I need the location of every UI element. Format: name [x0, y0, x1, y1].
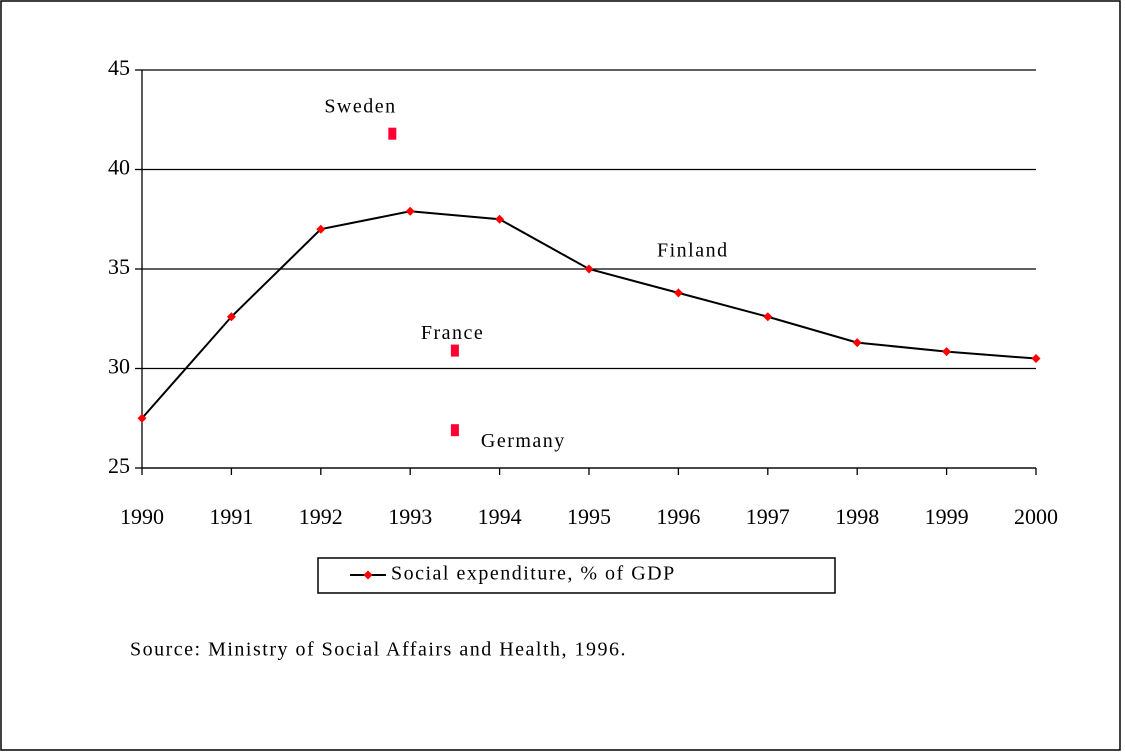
x-tick-label: 1992	[299, 504, 343, 529]
x-tick-label: 1995	[567, 504, 611, 529]
annotation: Finland	[657, 240, 729, 262]
x-tick-label: 1991	[209, 504, 253, 529]
x-tick-label: 1999	[925, 504, 969, 529]
line-marker	[226, 312, 236, 322]
line-marker	[673, 288, 683, 298]
legend-marker	[363, 570, 373, 580]
x-tick-label: 1990	[120, 504, 164, 529]
line-marker	[405, 206, 415, 216]
line-marker	[137, 413, 147, 423]
line-marker	[763, 312, 773, 322]
point-label: France	[421, 322, 484, 344]
line-marker	[495, 214, 505, 224]
x-tick-label: 1994	[478, 504, 522, 529]
line-marker	[584, 264, 594, 274]
line-marker	[1031, 354, 1041, 364]
point-label: Sweden	[324, 95, 396, 117]
y-tick-label: 30	[108, 354, 130, 379]
y-tick-label: 25	[108, 453, 130, 478]
y-tick-label: 35	[108, 254, 130, 279]
point	[450, 344, 459, 357]
point	[388, 127, 397, 140]
point	[450, 424, 459, 437]
point-label: Germany	[481, 430, 566, 452]
series-line	[141, 210, 1037, 419]
legend-box	[317, 557, 836, 594]
x-tick-label: 1998	[835, 504, 879, 529]
x-tick-label: 1996	[656, 504, 700, 529]
x-tick-label: 2000	[1014, 504, 1058, 529]
y-tick-label: 40	[108, 155, 130, 180]
legend-label: Social expenditure, % of GDP	[391, 563, 676, 585]
x-tick-label: 1997	[746, 504, 790, 529]
x-tick-label: 1993	[388, 504, 432, 529]
source: Source: Ministry of Social Affairs and H…	[130, 639, 627, 661]
line-marker	[852, 338, 862, 348]
line-marker	[942, 347, 952, 357]
line-marker	[316, 224, 326, 234]
y-tick-label: 45	[108, 55, 130, 80]
